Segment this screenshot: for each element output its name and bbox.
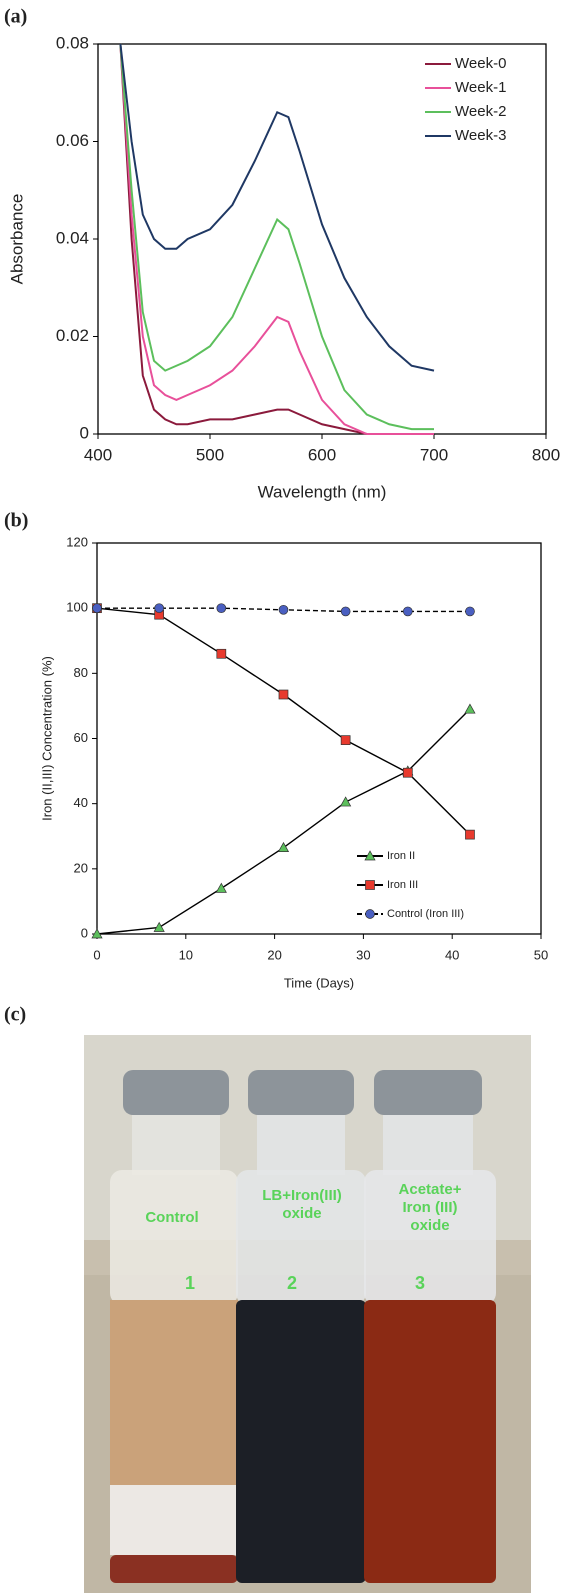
y-tick-label: 120 xyxy=(66,534,88,549)
marker xyxy=(278,689,289,700)
y-tick-label: 60 xyxy=(74,730,88,745)
vial xyxy=(236,1070,366,1583)
y-axis-title: Iron (II,III) Concentration (%) xyxy=(39,656,54,821)
vial-label: Iron (III) xyxy=(403,1199,458,1216)
x-tick-label: 800 xyxy=(532,445,560,464)
vial xyxy=(364,1070,496,1583)
x-tick-label: 600 xyxy=(308,445,336,464)
marker xyxy=(216,603,227,614)
legend-label: Week-3 xyxy=(455,127,506,144)
marker xyxy=(465,606,475,617)
y-tick-label: 0.08 xyxy=(56,33,89,52)
vial-label: Acetate+ xyxy=(399,1181,462,1198)
legend-label: Control (Iron III) xyxy=(387,908,464,920)
vial-label: LB+Iron(III) xyxy=(262,1187,342,1204)
marker xyxy=(278,604,289,615)
y-tick-label: 0.06 xyxy=(56,131,89,150)
x-tick-label: 0 xyxy=(93,947,100,962)
y-tick-label: 0.02 xyxy=(56,326,89,345)
legend-label: Iron II xyxy=(387,850,415,862)
x-tick-label: 400 xyxy=(84,445,112,464)
marker xyxy=(215,882,227,893)
vial-label: oxide xyxy=(282,1205,321,1222)
x-tick-label: 20 xyxy=(267,947,281,962)
marker xyxy=(277,841,290,853)
y-tick-label: 20 xyxy=(74,860,88,875)
series-line xyxy=(119,43,434,435)
marker xyxy=(340,796,352,807)
legend-label: Iron III xyxy=(387,879,418,891)
y-tick-label: 0 xyxy=(81,925,88,940)
y-axis-title: Absorbance xyxy=(7,194,26,285)
x-tick-label: 10 xyxy=(179,947,193,962)
series-line xyxy=(119,43,434,435)
plot-frame xyxy=(96,542,542,935)
legend-label: Week-0 xyxy=(455,55,506,72)
x-tick-label: 50 xyxy=(534,947,548,962)
legend-marker xyxy=(365,880,375,890)
marker xyxy=(92,603,102,614)
y-tick-label: 0.04 xyxy=(56,228,89,247)
y-tick-label: 80 xyxy=(74,665,88,680)
series-line xyxy=(119,43,434,431)
y-tick-label: 100 xyxy=(66,600,88,615)
x-axis-title: Time (Days) xyxy=(284,975,354,990)
legend-marker xyxy=(364,850,376,861)
series-line xyxy=(96,708,471,935)
x-axis-title: Wavelength (nm) xyxy=(258,482,387,501)
series-line xyxy=(119,43,435,372)
x-tick-label: 30 xyxy=(356,947,370,962)
vial-number: 3 xyxy=(415,1273,425,1293)
legend-marker xyxy=(365,909,375,919)
legend-label: Week-2 xyxy=(455,103,506,120)
marker xyxy=(340,606,351,617)
panel-label: (c) xyxy=(4,1004,26,1026)
vial-label: oxide xyxy=(410,1217,449,1234)
marker xyxy=(465,829,475,840)
panel-label: (a) xyxy=(4,6,27,28)
marker xyxy=(153,921,165,932)
vial xyxy=(110,1070,238,1583)
vial-number: 1 xyxy=(185,1273,195,1293)
y-tick-label: 40 xyxy=(74,795,88,810)
marker xyxy=(402,606,413,617)
marker xyxy=(402,767,413,778)
x-tick-label: 500 xyxy=(196,445,224,464)
series-line xyxy=(96,607,471,836)
marker xyxy=(340,735,351,745)
legend-label: Week-1 xyxy=(455,79,506,96)
y-tick-label: 0 xyxy=(80,423,89,442)
vial-label: Control xyxy=(145,1209,198,1226)
x-tick-label: 40 xyxy=(445,947,459,962)
vial-number: 2 xyxy=(287,1273,297,1293)
marker xyxy=(91,928,103,939)
panel-label: (b) xyxy=(4,510,28,532)
x-tick-label: 700 xyxy=(420,445,448,464)
marker xyxy=(216,648,227,659)
marker xyxy=(154,603,165,614)
marker xyxy=(464,703,476,714)
